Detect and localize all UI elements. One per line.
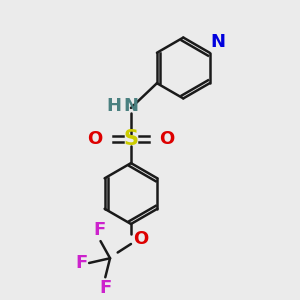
Text: S: S — [124, 129, 139, 149]
Text: O: O — [160, 130, 175, 148]
Text: F: F — [75, 254, 87, 272]
Text: N: N — [124, 97, 139, 115]
Text: H: H — [106, 97, 122, 115]
Text: O: O — [133, 230, 148, 248]
Text: O: O — [87, 130, 102, 148]
Text: N: N — [211, 33, 226, 51]
Text: F: F — [94, 221, 106, 239]
Text: F: F — [99, 279, 111, 297]
